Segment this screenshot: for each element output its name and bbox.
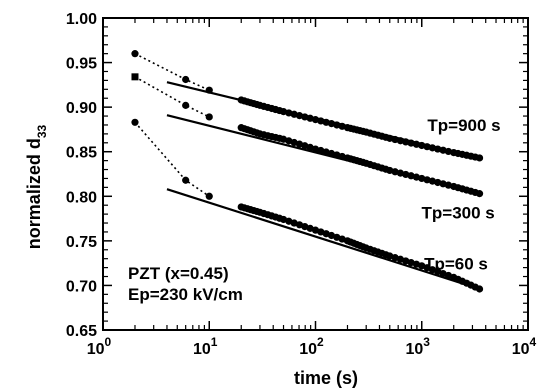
x-tick-exponent: 3 bbox=[423, 335, 430, 349]
data-point-3 bbox=[475, 285, 484, 293]
x-tick-label: 103 bbox=[406, 335, 431, 358]
connector-2 bbox=[134, 76, 210, 118]
series-label-1: Tp=900 s bbox=[427, 116, 500, 135]
x-tick-base: 10 bbox=[193, 341, 211, 358]
x-tick-exponent: 4 bbox=[530, 335, 537, 349]
x-tick-base: 10 bbox=[299, 341, 317, 358]
connector-3 bbox=[134, 121, 210, 197]
series-label-2: Tp=300 s bbox=[422, 204, 495, 223]
x-tick-label: 101 bbox=[193, 335, 218, 358]
x-tick-label: 100 bbox=[87, 335, 112, 358]
y-tick-label: 0.95 bbox=[66, 56, 97, 73]
y-tick-label: 0.65 bbox=[66, 323, 97, 340]
connector-1 bbox=[134, 52, 210, 91]
x-tick-label: 104 bbox=[512, 335, 537, 358]
y-tick-label: 0.90 bbox=[66, 100, 97, 117]
data-point-3 bbox=[131, 118, 139, 126]
data-point-2 bbox=[205, 113, 213, 121]
series-label-3: Tp=60 s bbox=[424, 254, 488, 273]
data-point-3 bbox=[205, 192, 213, 200]
data-point-2 bbox=[475, 190, 484, 198]
x-tick-base: 10 bbox=[406, 341, 424, 358]
data-point-1 bbox=[182, 75, 190, 84]
y-tick-label: 0.85 bbox=[66, 145, 97, 162]
y-axis-label-main: normalized d bbox=[24, 138, 44, 249]
y-axis-label: normalized d33 bbox=[24, 124, 49, 249]
x-tick-exponent: 2 bbox=[317, 335, 324, 349]
y-tick-label: 1.00 bbox=[66, 11, 97, 28]
x-tick-label: 102 bbox=[299, 335, 324, 358]
annotation-field: Ep=230 kV/cm bbox=[128, 285, 243, 304]
fit-line-3 bbox=[166, 188, 480, 291]
data-markers bbox=[131, 50, 484, 293]
y-tick-label: 0.70 bbox=[66, 278, 97, 295]
data-point-3 bbox=[182, 176, 190, 184]
y-tick-label: 0.75 bbox=[66, 234, 97, 251]
x-tick-exponent: 0 bbox=[105, 335, 112, 349]
tick-labels: 100 101 102 103 1040.650.700.750.800.850.900… bbox=[66, 11, 537, 358]
x-tick-base: 10 bbox=[512, 341, 530, 358]
annotation-material: PZT (x=0.45) bbox=[128, 264, 229, 283]
data-point-2 bbox=[182, 101, 190, 109]
data-point-1 bbox=[475, 154, 484, 162]
axis-ticks bbox=[102, 17, 529, 331]
y-axis-label-subscript: 33 bbox=[35, 124, 49, 138]
data-point-1 bbox=[131, 50, 139, 58]
data-point-2 bbox=[131, 73, 139, 81]
x-tick-base: 10 bbox=[87, 341, 105, 358]
x-tick-exponent: 1 bbox=[211, 335, 218, 349]
x-axis-label: time (s) bbox=[294, 368, 358, 388]
connector-lines bbox=[134, 52, 210, 197]
y-tick-label: 0.80 bbox=[66, 189, 97, 206]
data-point-1 bbox=[205, 86, 213, 94]
